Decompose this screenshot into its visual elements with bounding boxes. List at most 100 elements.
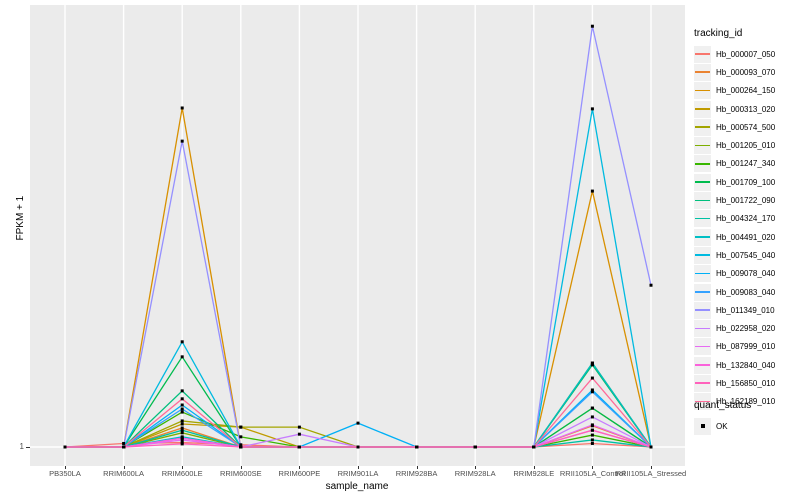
data-point bbox=[590, 107, 594, 111]
legend-key-swatch bbox=[694, 63, 711, 81]
data-point bbox=[590, 433, 594, 437]
legend-line-icon bbox=[695, 400, 710, 403]
legend-item-label: Hb_000007_050 bbox=[716, 49, 776, 59]
legend-item-label: Hb_001709_100 bbox=[716, 177, 776, 187]
black-square-point-icon bbox=[700, 424, 705, 429]
data-point bbox=[180, 422, 184, 426]
data-point bbox=[180, 397, 184, 401]
legend-item-label: Hb_132840_040 bbox=[716, 360, 776, 370]
legend-line-icon bbox=[695, 162, 710, 165]
data-point bbox=[180, 355, 184, 359]
data-point bbox=[122, 441, 126, 445]
legend-key-swatch bbox=[694, 228, 711, 246]
data-point bbox=[590, 24, 594, 28]
x-tick-mark bbox=[182, 466, 184, 469]
legend-item-Hb_087999_010: Hb_087999_010 bbox=[694, 338, 800, 356]
legend-item-Hb_007545_040: Hb_007545_040 bbox=[694, 246, 800, 264]
legend-key-swatch bbox=[694, 246, 711, 264]
data-point bbox=[590, 363, 594, 367]
x-tick-label-RRIM600SE: RRIM600SE bbox=[219, 469, 262, 478]
x-tick-mark bbox=[65, 466, 66, 469]
legend-line-icon bbox=[695, 272, 710, 275]
legend-item-Hb_162189_010: Hb_162189_010 bbox=[694, 393, 800, 411]
legend-line-icon bbox=[695, 71, 710, 74]
tracking-id-legend: tracking_id Hb_000007_050 Hb_000093_070 Hb… bbox=[694, 28, 800, 411]
data-point bbox=[122, 445, 126, 449]
legend-line-icon bbox=[695, 345, 710, 348]
data-point bbox=[590, 415, 594, 419]
legend-item-Hb_022958_020: Hb_022958_020 bbox=[694, 319, 800, 338]
legend-key-swatch bbox=[694, 338, 711, 356]
plot-canvas bbox=[30, 5, 685, 466]
data-point bbox=[590, 423, 594, 427]
legend-line-icon bbox=[695, 108, 710, 110]
x-tick-label-RRII105LA_Stressed: RRII105LA_Stressed bbox=[615, 469, 687, 478]
legend-key-swatch bbox=[694, 82, 711, 100]
legend-item-Hb_132840_040: Hb_132840_040 bbox=[694, 356, 800, 374]
legend-key-swatch bbox=[694, 45, 711, 63]
data-point bbox=[590, 361, 594, 365]
legend-key-swatch bbox=[694, 155, 711, 173]
legend-key-swatch bbox=[694, 301, 711, 319]
x-tick-mark bbox=[651, 466, 652, 469]
data-point bbox=[590, 406, 594, 410]
legend-line-icon bbox=[695, 53, 710, 55]
legend-item-label: Hb_001205_010 bbox=[716, 141, 776, 151]
legend-key-swatch bbox=[694, 374, 711, 392]
legend-key-swatch bbox=[694, 393, 711, 411]
legend-item-label: Hb_156850_010 bbox=[716, 378, 776, 388]
legend-item-label: Hb_011349_010 bbox=[716, 305, 775, 315]
data-point bbox=[180, 407, 184, 411]
data-point bbox=[590, 428, 594, 432]
data-point bbox=[180, 419, 184, 423]
data-point bbox=[297, 432, 301, 436]
data-point bbox=[180, 340, 184, 344]
x-tick-label-RRIM600LA: RRIM600LA bbox=[103, 469, 145, 478]
legend-line-icon bbox=[695, 364, 710, 366]
legend-item-label: Hb_007545_040 bbox=[716, 250, 776, 260]
legend-line-icon bbox=[695, 382, 710, 385]
data-point bbox=[180, 431, 184, 435]
data-point bbox=[649, 283, 653, 287]
x-tick-mark bbox=[416, 466, 418, 469]
legend-line-icon bbox=[695, 126, 710, 128]
legend-item-Hb_001722_090: Hb_001722_090 bbox=[694, 191, 800, 210]
x-axis-title: sample_name bbox=[325, 481, 389, 492]
quant-status-legend: quant_status OK bbox=[694, 400, 800, 435]
data-point bbox=[180, 106, 184, 110]
data-point bbox=[63, 445, 67, 449]
x-tick-mark bbox=[299, 466, 301, 469]
legend-item-Hb_156850_010: Hb_156850_010 bbox=[694, 374, 800, 392]
x-tick-mark bbox=[533, 466, 535, 469]
x-tick-label-RRIM600LE: RRIM600LE bbox=[161, 469, 203, 478]
data-point bbox=[649, 445, 653, 449]
legend-item-label: Hb_162189_010 bbox=[716, 397, 776, 407]
legend-line-icon bbox=[695, 254, 710, 256]
legend-item-Hb_001247_340: Hb_001247_340 bbox=[694, 155, 800, 173]
legend-items: Hb_000007_050 Hb_000093_070 Hb_000264_150 H… bbox=[694, 45, 800, 411]
data-point bbox=[180, 436, 184, 440]
legend-key-swatch bbox=[694, 192, 711, 210]
x-tick-mark bbox=[592, 466, 594, 469]
legend-item-Hb_001709_100: Hb_001709_100 bbox=[694, 173, 800, 191]
data-point bbox=[239, 425, 243, 429]
legend-item-label: Hb_022958_020 bbox=[716, 324, 776, 334]
legend-item-Hb_004324_170: Hb_004324_170 bbox=[694, 210, 800, 228]
data-point bbox=[180, 139, 184, 143]
legend-item-Hb_000007_050: Hb_000007_050 bbox=[694, 45, 800, 63]
data-point bbox=[590, 438, 594, 442]
data-point bbox=[180, 410, 184, 414]
x-tick-label-RRII105LA_Control: RRII105LA_Control bbox=[559, 469, 625, 478]
legend-item-Hb_000264_150: Hb_000264_150 bbox=[694, 82, 800, 100]
data-point bbox=[180, 426, 184, 430]
x-tick-label-RRIM600PE: RRIM600PE bbox=[278, 469, 321, 478]
data-point bbox=[590, 388, 594, 392]
legend-item-label: Hb_001722_090 bbox=[716, 196, 776, 206]
data-point bbox=[180, 438, 184, 442]
legend-key-swatch bbox=[694, 283, 711, 301]
legend-line-icon bbox=[695, 291, 710, 293]
legend-item-Hb_000313_020: Hb_000313_020 bbox=[694, 100, 800, 118]
data-point bbox=[532, 445, 536, 449]
legend-item-label: Hb_000313_020 bbox=[716, 104, 776, 114]
data-point bbox=[590, 376, 594, 380]
